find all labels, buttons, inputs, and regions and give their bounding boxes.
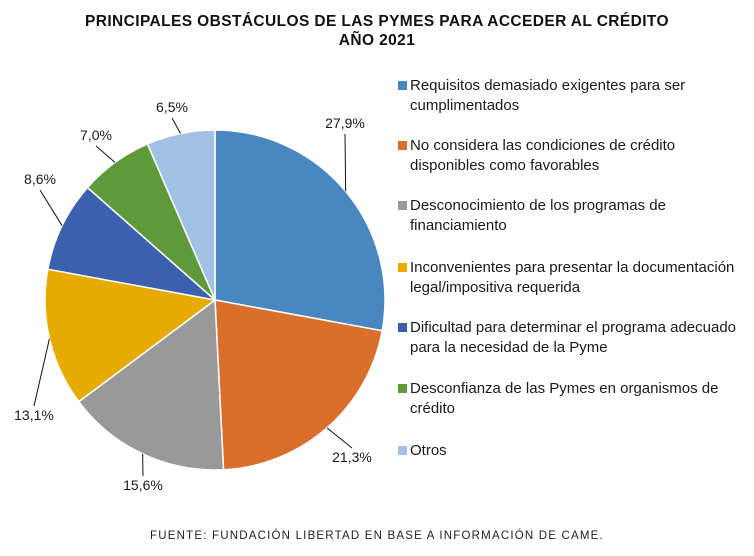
legend-label: Otros	[410, 442, 447, 459]
legend-label: Desconocimiento de los programas de fina…	[410, 197, 666, 234]
legend-swatch	[398, 384, 407, 393]
legend-swatch	[398, 263, 407, 272]
legend-label: Dificultad para determinar el programa a…	[410, 319, 737, 356]
pie-slice-requisitos-demasiado-exigentes-para	[214, 129, 386, 332]
chart-title: PRINCIPALES OBSTÁCULOS DE LAS PYMES PARA…	[0, 12, 754, 50]
chart-title-line-1: PRINCIPALES OBSTÁCULOS DE LAS PYMES PARA…	[85, 13, 669, 30]
pie-slice-no-considera-las-condiciones	[214, 299, 384, 471]
pie-slice-inconvenientes-para-presentar-la	[44, 268, 217, 403]
pie-slice-otros	[146, 129, 216, 301]
legend-swatch	[398, 201, 407, 210]
legend-item: Inconvenientes para presentar la documen…	[398, 258, 738, 298]
legend-item: Desconfianza de las Pymes en organismos …	[398, 379, 738, 419]
data-label: 6,5%	[156, 99, 188, 115]
data-label: 27,9%	[325, 115, 365, 131]
legend-item: Desconocimiento de los programas de fina…	[398, 196, 738, 236]
legend-label: Desconfianza de las Pymes en organismos …	[410, 380, 719, 417]
chart-title-line-2: AÑO 2021	[338, 32, 416, 49]
legend-item: No considera las condiciones de crédito …	[398, 136, 738, 176]
legend-swatch	[398, 141, 407, 150]
legend-label: Requisitos demasiado exigentes para ser …	[410, 77, 686, 114]
legend-swatch	[398, 323, 407, 332]
data-label: 8,6%	[24, 171, 56, 187]
leader-line	[39, 189, 63, 226]
legend-label: No considera las condiciones de crédito …	[410, 137, 676, 174]
leader-line	[171, 117, 181, 134]
data-label: 15,6%	[123, 477, 163, 493]
legend-item: Otros	[398, 441, 738, 461]
leader-line	[326, 427, 353, 449]
legend-item: Requisitos demasiado exigentes para ser …	[398, 76, 738, 116]
leader-line	[344, 133, 347, 192]
data-label: 7,0%	[80, 127, 112, 143]
legend-swatch	[398, 81, 407, 90]
pie-slice-dificultad-para-determinar-el	[46, 186, 218, 302]
leader-line	[33, 338, 50, 407]
data-label: 13,1%	[14, 407, 54, 423]
source-note: FUENTE: FUNDACIÓN LIBERTAD EN BASE A INF…	[150, 530, 604, 542]
leader-line	[95, 145, 116, 163]
legend-label: Inconvenientes para presentar la documen…	[410, 259, 735, 296]
legend-item: Dificultad para determinar el programa a…	[398, 318, 738, 358]
legend-swatch	[398, 446, 407, 455]
data-label: 21,3%	[332, 449, 372, 465]
